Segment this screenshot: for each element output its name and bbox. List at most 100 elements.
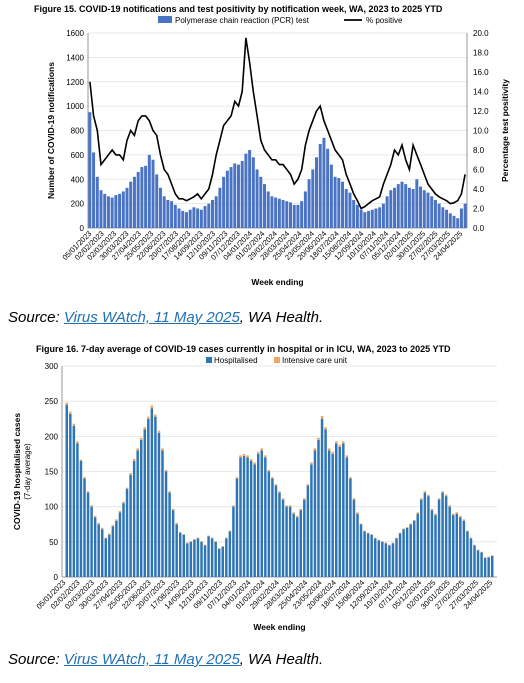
- hospitalised-bar: [487, 557, 490, 577]
- legend-icu-label: Intensive care unit: [282, 356, 348, 365]
- hospitalised-bar: [363, 531, 366, 577]
- hospitalised-bar: [313, 450, 317, 577]
- pcr-bar: [92, 152, 96, 228]
- hospitalised-bar: [288, 506, 292, 577]
- pcr-bar: [266, 191, 270, 228]
- hospitalised-bar: [72, 425, 76, 577]
- hospitalised-bar: [235, 478, 239, 577]
- notifications-positivity-chart: 0200400600800100012001400160005/01/20230…: [46, 16, 510, 287]
- icu-bar: [235, 477, 239, 479]
- y-right-tick-label: 8.0: [473, 146, 485, 155]
- pcr-bar: [170, 201, 174, 228]
- legend-pcr-label: Polymerase chain reaction (PCR) test: [175, 16, 310, 25]
- virus-watch-link[interactable]: Virus WAtch, 11 May 2025: [63, 651, 240, 668]
- pcr-bar: [407, 187, 411, 228]
- pcr-bar: [114, 195, 118, 228]
- icu-bar: [111, 524, 115, 527]
- y-right-tick-label: 20.0: [473, 29, 489, 38]
- hospitalised-bar: [129, 475, 132, 577]
- hospitalised-bar: [136, 450, 139, 577]
- figure-16-source: Source: Virus WAtch, 11 May 2025, WA Hea…: [8, 651, 323, 668]
- icu-bar: [448, 505, 451, 507]
- pcr-bar: [240, 160, 244, 228]
- pcr-bar: [296, 204, 300, 228]
- hospitalised-bar: [441, 492, 444, 577]
- hospitalised-bar: [225, 538, 228, 577]
- hospitalised-bar: [409, 524, 412, 577]
- pcr-bar: [463, 203, 467, 228]
- icu-bar: [398, 532, 402, 534]
- hospitalised-bar: [90, 506, 93, 577]
- icu-bar: [402, 528, 405, 530]
- hospitalised-bar: [139, 439, 143, 577]
- hospitalised-bar: [203, 545, 207, 577]
- pcr-bar: [110, 197, 114, 228]
- hospitalised-bar: [256, 453, 260, 577]
- pcr-bar: [229, 167, 233, 228]
- pcr-bar: [233, 163, 237, 228]
- icu-bar: [395, 537, 398, 539]
- icu-bar: [381, 541, 384, 542]
- icu-bar: [274, 484, 278, 486]
- icu-bar: [86, 491, 90, 493]
- virus-watch-link[interactable]: Virus WAtch, 11 May 2025: [63, 309, 240, 326]
- pcr-bar: [132, 176, 136, 228]
- y-right-tick-label: 14.0: [473, 88, 489, 97]
- hospitalised-bar: [459, 517, 462, 577]
- hospitalised-bar: [221, 546, 225, 577]
- pcr-bar: [184, 212, 188, 228]
- pcr-bar: [207, 203, 211, 228]
- pcr-bar: [300, 201, 304, 228]
- pcr-bar: [151, 159, 155, 228]
- pcr-bar: [355, 204, 359, 228]
- icu-bar: [317, 437, 320, 440]
- legend-pcr-swatch: [158, 16, 172, 23]
- icu-bar: [161, 448, 164, 451]
- icu-bar: [412, 520, 416, 521]
- icu-bar: [242, 453, 246, 457]
- hospitalised-bar: [157, 432, 161, 577]
- hospitalised-bar: [207, 536, 210, 577]
- icu-bar: [377, 539, 381, 541]
- icu-bar: [292, 512, 295, 514]
- hospitalised-bar: [444, 496, 448, 577]
- source-prefix: Source:: [8, 651, 64, 668]
- hospitalised-bar: [210, 538, 214, 577]
- icu-bar: [267, 470, 271, 472]
- pcr-bar: [203, 206, 207, 228]
- pcr-bar: [103, 193, 107, 228]
- y-right-tick-label: 12.0: [473, 107, 489, 116]
- hospitalised-bar: [331, 453, 334, 577]
- icu-bar: [253, 462, 256, 465]
- icu-bar: [217, 548, 221, 549]
- icu-bar: [434, 513, 437, 516]
- pcr-bar: [106, 196, 110, 228]
- pcr-bar: [255, 169, 259, 228]
- pcr-bar: [214, 196, 218, 228]
- icu-bar: [490, 555, 494, 556]
- legend-icu-swatch: [274, 357, 280, 363]
- hospitalised-bar: [327, 450, 331, 577]
- pcr-bar: [147, 154, 151, 228]
- pcr-bar: [166, 199, 170, 228]
- hospitalised-bar: [228, 531, 232, 577]
- pcr-bar: [363, 212, 367, 228]
- hospitalised-bar: [267, 471, 271, 577]
- y-axis-title: COVID-19 hospitalised cases: [12, 413, 22, 530]
- pcr-bar: [225, 170, 229, 228]
- figure-15: Figure 15. COVID-19 notifications and te…: [0, 0, 524, 300]
- y-tick-label: 1600: [66, 29, 84, 38]
- hospitalised-bar: [398, 533, 402, 577]
- pcr-bar: [307, 179, 311, 228]
- icu-bar: [299, 508, 303, 511]
- icu-bar: [473, 544, 476, 546]
- icu-bar: [76, 441, 79, 444]
- pcr-bar: [445, 209, 449, 228]
- icu-bar: [65, 402, 69, 405]
- pcr-bar: [341, 181, 345, 228]
- hospitalised-bar: [93, 517, 97, 577]
- hospitalised-bar: [430, 510, 434, 577]
- y-tick-label: 400: [71, 175, 85, 184]
- pcr-bar: [99, 190, 103, 228]
- hospitalised-bar: [299, 510, 303, 577]
